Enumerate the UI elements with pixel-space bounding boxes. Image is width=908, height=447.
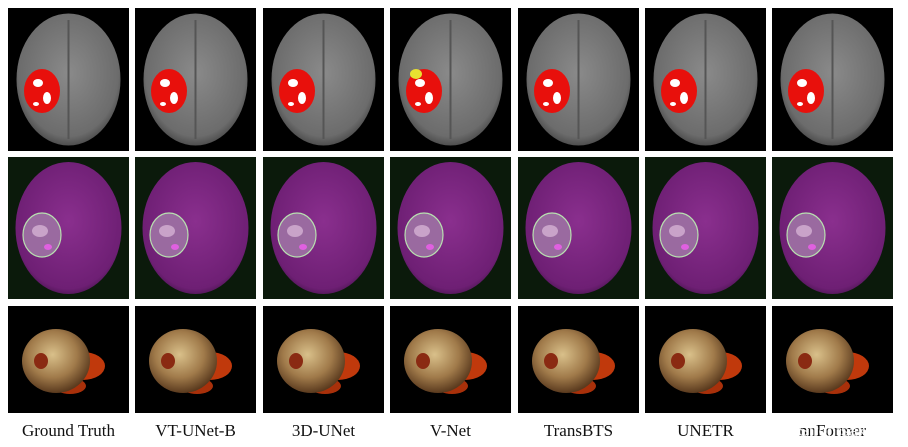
tumor (661, 69, 697, 113)
tumor (788, 69, 824, 113)
core (554, 244, 562, 250)
core (415, 79, 425, 87)
tumor-edge (410, 69, 422, 79)
column-label: UNETR (677, 421, 734, 440)
core (543, 102, 549, 106)
core (542, 225, 558, 237)
brain (525, 162, 632, 294)
brain (270, 162, 377, 294)
core (681, 244, 689, 250)
panels (8, 8, 893, 413)
core (160, 79, 170, 87)
column-label: nnFormer (799, 421, 866, 440)
tumor (151, 69, 187, 113)
core (553, 92, 561, 104)
necrosis (161, 353, 175, 369)
necrosis (416, 353, 430, 369)
labels: Ground Truth VT-UNet-B 3D-UNet V-Net TransBT… (22, 421, 866, 440)
tumor-3d (277, 329, 345, 393)
tumor (534, 69, 570, 113)
core (807, 92, 815, 104)
tumor-3d (404, 329, 472, 393)
core (669, 225, 685, 237)
core (33, 79, 43, 87)
column-label: 3D-UNet (292, 421, 356, 440)
core (288, 102, 294, 106)
column-label: TransBTS (544, 421, 613, 440)
core (33, 102, 39, 106)
core (171, 244, 179, 250)
core (670, 102, 676, 106)
tumor-3d (659, 329, 727, 393)
core (43, 92, 51, 104)
tumor-3d (786, 329, 854, 393)
tumor-3d (22, 329, 90, 393)
core (808, 244, 816, 250)
tumor-3d (149, 329, 217, 393)
watermark: CSDN @Sfrontsake (732, 423, 875, 440)
core (797, 79, 807, 87)
column-label: VT-UNet-B (155, 421, 236, 440)
brain (15, 162, 122, 294)
core (415, 102, 421, 106)
core (288, 79, 298, 87)
core (414, 225, 430, 237)
brain (397, 162, 504, 294)
core (425, 92, 433, 104)
brain (142, 162, 249, 294)
tumor (279, 69, 315, 113)
core (287, 225, 303, 237)
necrosis (798, 353, 812, 369)
brain (652, 162, 759, 294)
tumor (406, 69, 442, 113)
necrosis (671, 353, 685, 369)
necrosis (34, 353, 48, 369)
tumor-3d (532, 329, 600, 393)
core (680, 92, 688, 104)
core (543, 79, 553, 87)
necrosis (289, 353, 303, 369)
core (298, 92, 306, 104)
core (670, 79, 680, 87)
core (299, 244, 307, 250)
brain (779, 162, 886, 294)
tumor (24, 69, 60, 113)
core (170, 92, 178, 104)
core (159, 225, 175, 237)
core (797, 102, 803, 106)
core (426, 244, 434, 250)
core (44, 244, 52, 250)
column-label: V-Net (430, 421, 471, 440)
necrosis (544, 353, 558, 369)
column-label: Ground Truth (22, 421, 116, 440)
core (32, 225, 48, 237)
core (796, 225, 812, 237)
core (160, 102, 166, 106)
